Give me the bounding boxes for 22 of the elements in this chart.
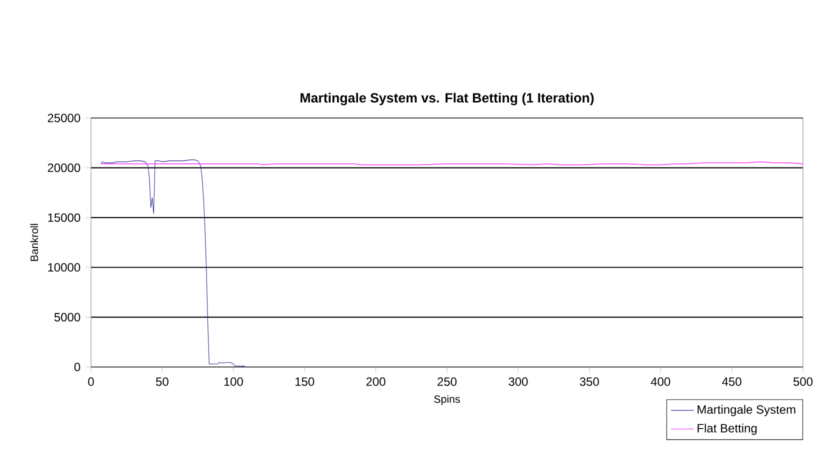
y-tick-label: 15000 [48, 213, 80, 222]
x-tick-label: 0 [88, 377, 94, 386]
y-tick-label: 25000 [48, 114, 80, 122]
y-tick-label: 5000 [54, 312, 80, 322]
x-axis-title: Spins [434, 395, 460, 405]
x-tick-label: 250 [438, 377, 457, 386]
y-tick-label: 10000 [48, 263, 80, 272]
y-tick-label: 20000 [48, 164, 80, 172]
legend-label: Martingale System [698, 404, 796, 416]
x-tick-label: 350 [580, 377, 599, 386]
x-tick-label: 400 [650, 377, 670, 386]
chart-title: Martingale System vs. Flat Betting (1 Iteration) [300, 92, 594, 106]
x-tick-label: 300 [508, 377, 528, 386]
y-tick-label: 0 [74, 362, 80, 372]
legend-label: Flat Betting [698, 424, 757, 435]
x-tick-label: 500 [793, 377, 813, 386]
x-tick-label: 200 [366, 377, 386, 386]
x-tick-label: 100 [224, 377, 243, 386]
x-tick-label: 450 [722, 377, 742, 386]
y-axis-title: Bankroll [30, 224, 38, 261]
x-tick-label: 150 [296, 377, 314, 386]
x-tick-label: 50 [156, 377, 168, 386]
